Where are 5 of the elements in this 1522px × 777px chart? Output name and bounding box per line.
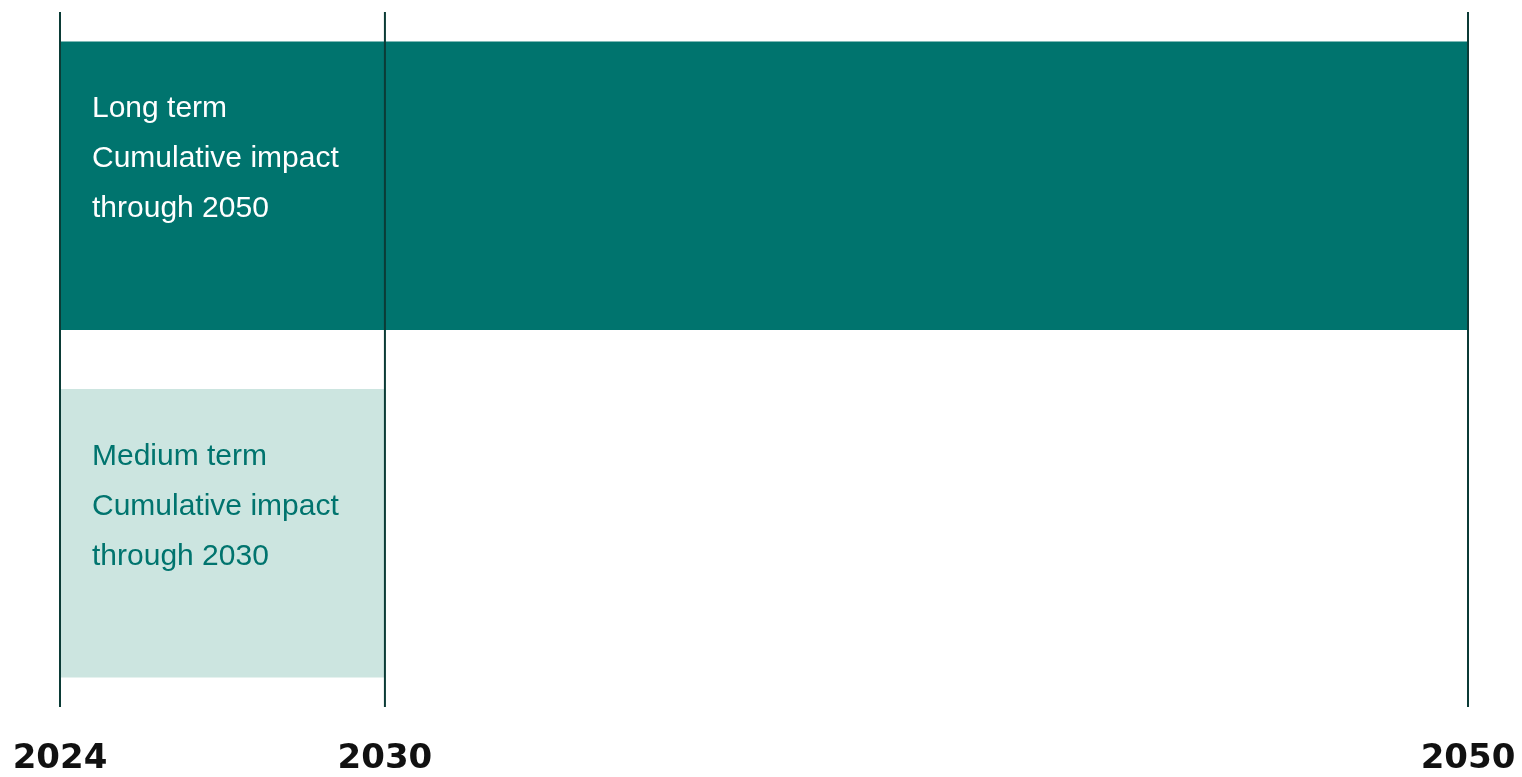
y-tick-label: Medium term Cumulative impact through 2030 <box>92 437 340 571</box>
y-tick-label: Long term Cumulative impact through 2050 <box>92 90 340 224</box>
x-tick-label: 2050 <box>1420 736 1516 776</box>
x-tick-label: 2030 <box>337 736 433 776</box>
x-tick-label: 2024 <box>12 736 108 776</box>
